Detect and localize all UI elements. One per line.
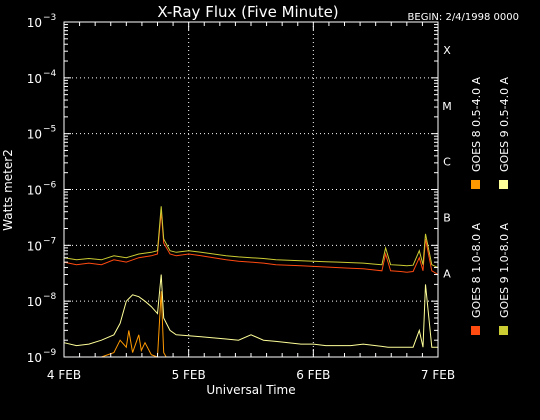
legend-label: GOES 9 0.5-4.0 A [498,76,511,172]
legend-label: GOES 9 1.0-8.0 A [498,222,511,318]
legend-swatch [471,326,480,335]
begin-date: BEGIN: 2/4/1998 0000 [408,12,519,23]
y-tick-label: 10 [27,295,42,309]
x-tick-label: 7 FEB [421,368,455,382]
series-line-2 [63,206,439,269]
x-tick-label: 5 FEB [172,368,206,382]
x-axis-ticks: 4 FEB 5 FEB 6 FEB 7 FEB [47,22,455,382]
y-tick-exponent: −8 [43,292,57,302]
x-tick-label: 6 FEB [296,368,330,382]
x-tick-label: 4 FEB [47,368,81,382]
y-tick-exponent: −4 [43,69,57,79]
legend-swatch [499,180,508,189]
y-tick-label: 10 [27,16,42,30]
y-tick-exponent: −5 [43,125,56,135]
legend-swatch [499,326,508,335]
flare-class-B: B [443,211,451,224]
legend: GOES 8 1.0-8.0 A GOES 8 0.5-4.0 A GOES 9 1… [470,76,511,335]
flare-class-A: A [443,267,451,280]
flare-class-labels: A B C M X [442,44,452,280]
flare-class-M: M [442,100,452,113]
series-line-1 [64,291,167,358]
y-axis-label: Watts meter2 [1,149,15,231]
legend-label: GOES 8 1.0-8.0 A [470,222,483,318]
y-tick-label: 10 [27,72,42,86]
y-tick-label: 10 [27,351,42,365]
series-layer [63,206,439,358]
legend-label: GOES 8 0.5-4.0 A [470,76,483,172]
y-tick-exponent: −6 [43,181,57,191]
y-tick-exponent: −3 [43,13,56,23]
series-line-0 [63,211,439,275]
y-tick-label: 10 [27,128,42,142]
legend-swatch [471,180,480,189]
y-tick-exponent: −7 [43,236,56,246]
y-tick-exponent: −9 [43,348,57,358]
flare-class-X: X [443,44,451,57]
x-axis-label: Universal Time [206,383,295,397]
series-line-3 [63,274,438,348]
flare-class-C: C [443,156,451,169]
y-axis-ticks: 10−910−810−710−610−510−410−3 [27,13,438,365]
y-tick-label: 10 [27,184,42,198]
chart-title: X-Ray Flux (Five Minute) [157,3,338,21]
y-tick-label: 10 [27,239,42,253]
